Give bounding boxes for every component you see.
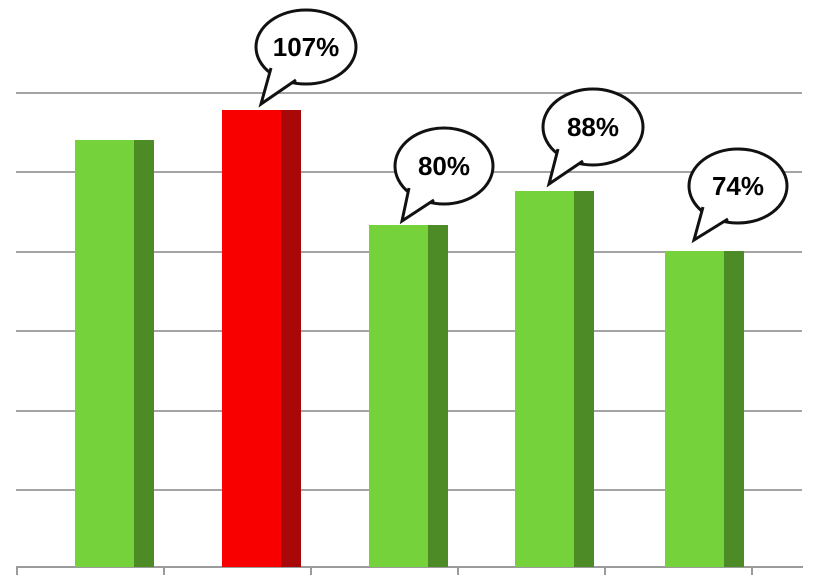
bar-side-shading	[134, 140, 154, 567]
bar-face	[222, 110, 281, 567]
callout-tail	[546, 148, 584, 188]
callout-label: 74%	[712, 171, 764, 201]
bar-side-shading	[574, 191, 594, 567]
callout-label: 88%	[567, 112, 619, 142]
callout-label: 80%	[418, 151, 470, 181]
bar-face	[369, 225, 428, 567]
bar-2	[222, 110, 301, 567]
x-axis-tick	[604, 568, 606, 575]
bar-3	[369, 225, 448, 567]
callout-tail	[258, 67, 297, 108]
bar-face	[75, 140, 134, 567]
callout-2: 107%	[254, 8, 358, 108]
x-axis-tick	[16, 568, 18, 575]
x-axis-tick	[457, 568, 459, 575]
x-axis-tick	[310, 568, 312, 575]
bar-side-shading	[428, 225, 448, 567]
bar-1	[75, 140, 154, 567]
callout-bubble	[254, 8, 358, 86]
callout-tail	[399, 187, 435, 225]
x-axis-tick	[751, 568, 753, 575]
bar-side-shading	[281, 110, 301, 567]
bar-face	[665, 251, 724, 567]
x-axis-line	[16, 566, 803, 568]
callout-bubble	[541, 87, 645, 167]
callout-4: 88%	[541, 87, 645, 188]
bar-face	[515, 191, 574, 567]
callout-5: 74%	[687, 147, 789, 244]
bar-side-shading	[724, 251, 744, 567]
bar-4	[515, 191, 594, 567]
callout-label: 107%	[273, 32, 340, 62]
callout-tail	[691, 206, 729, 244]
callout-bubble	[687, 147, 789, 225]
x-axis-tick	[163, 568, 165, 575]
bar-5	[665, 251, 744, 567]
callout-bubble	[393, 126, 495, 206]
gridline	[16, 92, 802, 94]
callout-3: 80%	[393, 126, 495, 225]
